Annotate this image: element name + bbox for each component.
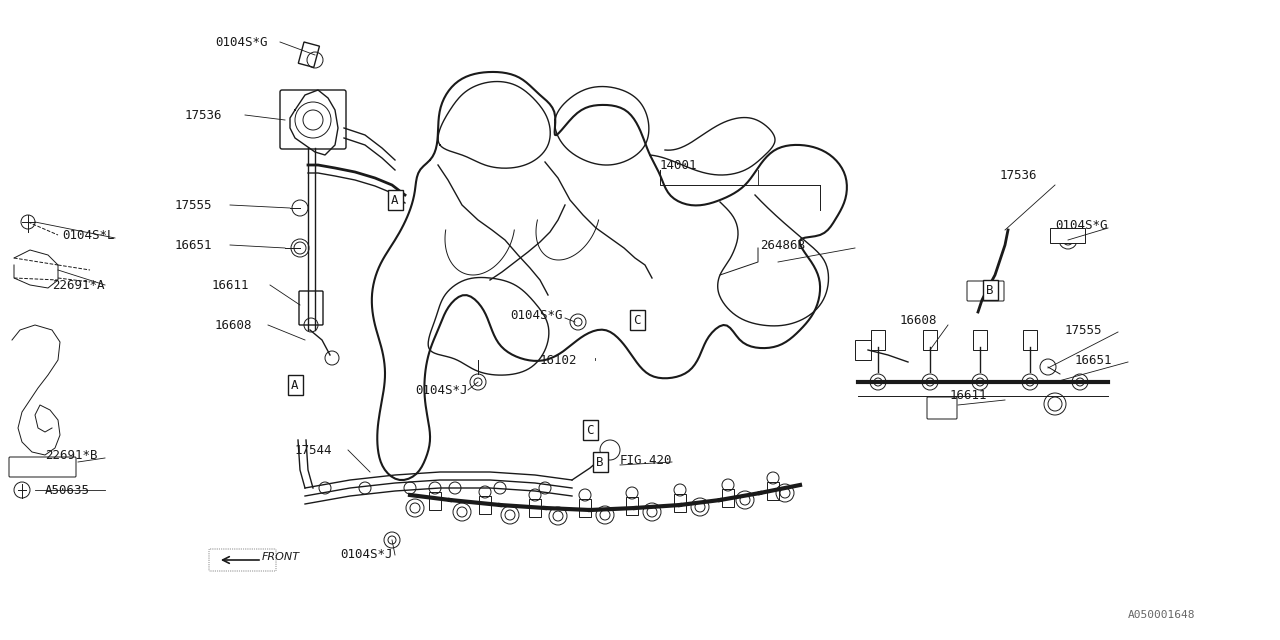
Bar bbox=[767, 482, 780, 500]
Text: 16611: 16611 bbox=[950, 388, 987, 401]
Text: A050001648: A050001648 bbox=[1128, 610, 1196, 620]
Bar bbox=[479, 496, 492, 514]
Bar bbox=[675, 494, 686, 512]
Text: 0104S*J: 0104S*J bbox=[415, 383, 467, 397]
Text: 0104S*G: 0104S*G bbox=[1055, 218, 1107, 232]
Text: A: A bbox=[392, 193, 399, 207]
Text: B: B bbox=[987, 284, 993, 296]
Text: 0104S*J: 0104S*J bbox=[340, 548, 393, 561]
Bar bbox=[529, 499, 541, 517]
Text: 14001: 14001 bbox=[660, 159, 698, 172]
Bar bbox=[626, 497, 637, 515]
Bar bbox=[870, 330, 884, 350]
Text: 16651: 16651 bbox=[1075, 353, 1112, 367]
Text: 16102: 16102 bbox=[540, 353, 577, 367]
Text: C: C bbox=[634, 314, 641, 326]
Text: 0104S*G: 0104S*G bbox=[215, 35, 268, 49]
Text: 17536: 17536 bbox=[1000, 168, 1038, 182]
Bar bbox=[923, 330, 937, 350]
Bar bbox=[722, 489, 733, 507]
Text: 17555: 17555 bbox=[175, 198, 212, 211]
Text: 22691*A: 22691*A bbox=[52, 278, 105, 291]
Bar bbox=[429, 492, 442, 510]
Text: 22691*B: 22691*B bbox=[45, 449, 97, 461]
Text: 26486B: 26486B bbox=[760, 239, 805, 252]
Text: 0104S*G: 0104S*G bbox=[509, 308, 562, 321]
Text: 16651: 16651 bbox=[175, 239, 212, 252]
Text: 17544: 17544 bbox=[294, 444, 333, 456]
Text: 17555: 17555 bbox=[1065, 323, 1102, 337]
Text: FRONT: FRONT bbox=[262, 552, 300, 562]
Text: 0104S*L: 0104S*L bbox=[61, 228, 114, 241]
Text: C: C bbox=[586, 424, 594, 436]
Text: 16608: 16608 bbox=[900, 314, 937, 326]
Bar bbox=[579, 499, 591, 517]
Text: A: A bbox=[292, 378, 298, 392]
Text: 17536: 17536 bbox=[186, 109, 223, 122]
Bar bbox=[1023, 330, 1037, 350]
Text: A50635: A50635 bbox=[45, 483, 90, 497]
Bar bbox=[855, 340, 870, 360]
Text: FIG.420: FIG.420 bbox=[620, 454, 672, 467]
Text: B: B bbox=[596, 456, 604, 468]
Bar bbox=[973, 330, 987, 350]
Bar bbox=[298, 42, 320, 67]
Text: 16608: 16608 bbox=[215, 319, 252, 332]
Bar bbox=[1050, 228, 1085, 243]
Text: 16611: 16611 bbox=[212, 278, 250, 291]
